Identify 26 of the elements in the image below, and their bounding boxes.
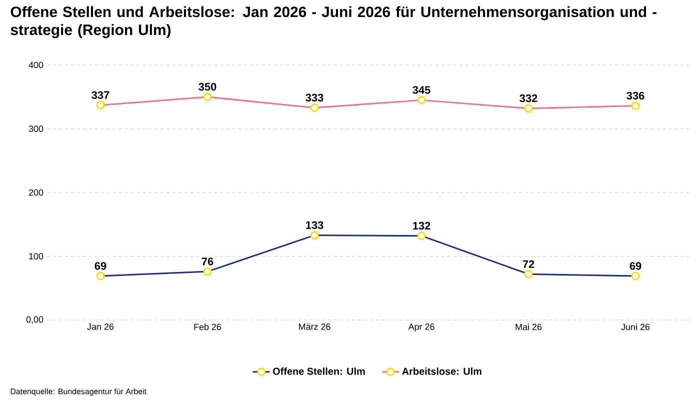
data-label: 69 <box>630 262 642 270</box>
x-tick-label: Juni 26 <box>621 324 650 330</box>
data-label: 69 <box>94 262 106 270</box>
y-tick-label: 400 <box>28 62 44 68</box>
data-label: 336 <box>626 92 644 100</box>
data-label: 345 <box>412 86 430 94</box>
data-label: 76 <box>202 258 214 266</box>
x-tick-label: Apr 26 <box>408 324 434 332</box>
data-label: 337 <box>92 91 110 99</box>
y-tick-label: 0,00 <box>26 316 44 324</box>
data-label: 350 <box>198 82 216 91</box>
legend-label: Offene Stellen: Ulm <box>272 368 365 375</box>
legend-label: Arbeitslose: Ulm <box>402 368 482 375</box>
data-label: 72 <box>522 260 534 268</box>
data-label: 333 <box>306 94 324 102</box>
x-tick-label: Feb 26 <box>194 324 222 330</box>
x-tick-label: Jan 26 <box>87 324 114 330</box>
y-tick-label: 300 <box>28 126 44 132</box>
x-tick-label: März 26 <box>299 324 330 330</box>
data-label: 133 <box>306 221 324 230</box>
chart-title: Offene Stellen und Arbeitslose: Jan 2026 - Juni 2026 für Unternehmensorganisation und -strategie (Region Ulm) <box>10 6 656 38</box>
x-tick-label: Mai 26 <box>516 324 542 330</box>
y-tick-label: 100 <box>29 253 44 260</box>
y-tick-label: 200 <box>28 189 44 196</box>
data-label: 332 <box>520 94 538 102</box>
data-label: 132 <box>413 222 430 230</box>
